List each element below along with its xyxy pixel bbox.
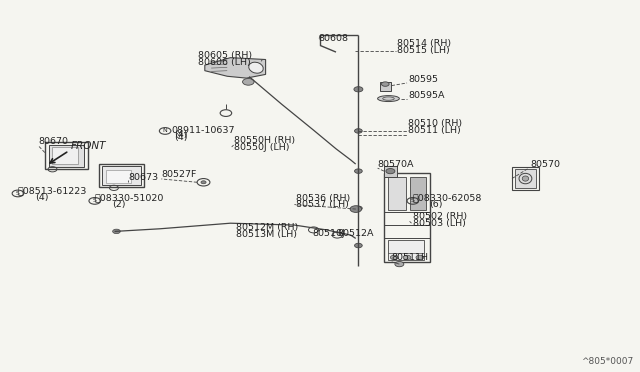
Circle shape — [355, 129, 362, 133]
Text: 80606 (LH): 80606 (LH) — [198, 58, 251, 67]
Text: S: S — [411, 198, 415, 203]
Text: 80511 (LH): 80511 (LH) — [408, 126, 461, 135]
Text: 80536 (RH): 80536 (RH) — [296, 194, 350, 203]
Circle shape — [355, 169, 362, 173]
Text: 80595: 80595 — [408, 76, 438, 84]
Text: 80527F: 80527F — [161, 170, 196, 179]
Ellipse shape — [378, 96, 399, 102]
Text: 80513M (LH): 80513M (LH) — [236, 230, 296, 239]
Bar — [106, 170, 131, 183]
Text: Ⓝ08513-61223: Ⓝ08513-61223 — [18, 186, 87, 195]
Text: 80502 (RH): 80502 (RH) — [413, 212, 467, 221]
Bar — [388, 177, 406, 210]
Bar — [45, 142, 88, 169]
Text: (4): (4) — [174, 130, 188, 139]
Text: 80537 (LH): 80537 (LH) — [296, 201, 349, 209]
Text: FRONT: FRONT — [70, 141, 106, 151]
Circle shape — [355, 243, 362, 248]
Bar — [410, 177, 426, 210]
Text: 80570A: 80570A — [378, 160, 414, 169]
Bar — [52, 147, 78, 164]
Text: 80550H (RH): 80550H (RH) — [234, 136, 295, 145]
Text: 80510 (RH): 80510 (RH) — [408, 119, 463, 128]
Circle shape — [354, 87, 363, 92]
Bar — [384, 166, 397, 177]
Bar — [380, 82, 391, 91]
Bar — [384, 173, 430, 262]
Circle shape — [113, 229, 120, 234]
Ellipse shape — [249, 62, 263, 73]
Text: 80605 (RH): 80605 (RH) — [198, 51, 253, 60]
Circle shape — [201, 181, 206, 184]
Text: 80512M (RH): 80512M (RH) — [236, 223, 298, 232]
Text: ^805*0007: ^805*0007 — [581, 357, 634, 366]
Bar — [388, 240, 424, 260]
Text: S: S — [16, 191, 20, 196]
Text: Ⓝ08330-62058: Ⓝ08330-62058 — [413, 193, 482, 202]
Text: Ⓝ08330-51020: Ⓝ08330-51020 — [95, 193, 164, 202]
Text: 80673: 80673 — [128, 173, 158, 182]
Text: 80511H: 80511H — [392, 253, 429, 262]
Circle shape — [390, 255, 398, 260]
Bar — [102, 166, 141, 185]
Text: 08911-10637: 08911-10637 — [172, 126, 235, 135]
Polygon shape — [205, 58, 266, 78]
Circle shape — [243, 78, 254, 85]
Text: 80570: 80570 — [530, 160, 560, 169]
Bar — [49, 145, 84, 167]
Text: (6): (6) — [429, 200, 442, 209]
Bar — [512, 167, 539, 190]
Text: 80595A: 80595A — [408, 92, 445, 100]
Text: 80608: 80608 — [319, 34, 349, 43]
Bar — [515, 169, 536, 188]
Text: 80550J (LH): 80550J (LH) — [234, 143, 289, 152]
Text: 80670: 80670 — [38, 137, 68, 146]
Text: 80514 (RH): 80514 (RH) — [397, 39, 451, 48]
Bar — [99, 164, 144, 187]
Circle shape — [403, 255, 411, 260]
Text: (4): (4) — [35, 193, 49, 202]
Text: 80503 (LH): 80503 (LH) — [413, 219, 466, 228]
Circle shape — [395, 262, 404, 267]
Circle shape — [350, 206, 362, 212]
Circle shape — [416, 255, 424, 260]
Text: (2): (2) — [112, 200, 125, 209]
Text: 80512A: 80512A — [337, 229, 374, 238]
Circle shape — [355, 206, 362, 211]
Text: 80515 (LH): 80515 (LH) — [397, 46, 449, 55]
Text: N: N — [163, 128, 168, 134]
Circle shape — [381, 82, 389, 86]
Ellipse shape — [522, 176, 529, 181]
Text: S: S — [93, 198, 97, 203]
Circle shape — [386, 169, 395, 174]
Text: 80510J: 80510J — [312, 229, 345, 238]
Text: (4): (4) — [174, 133, 188, 142]
